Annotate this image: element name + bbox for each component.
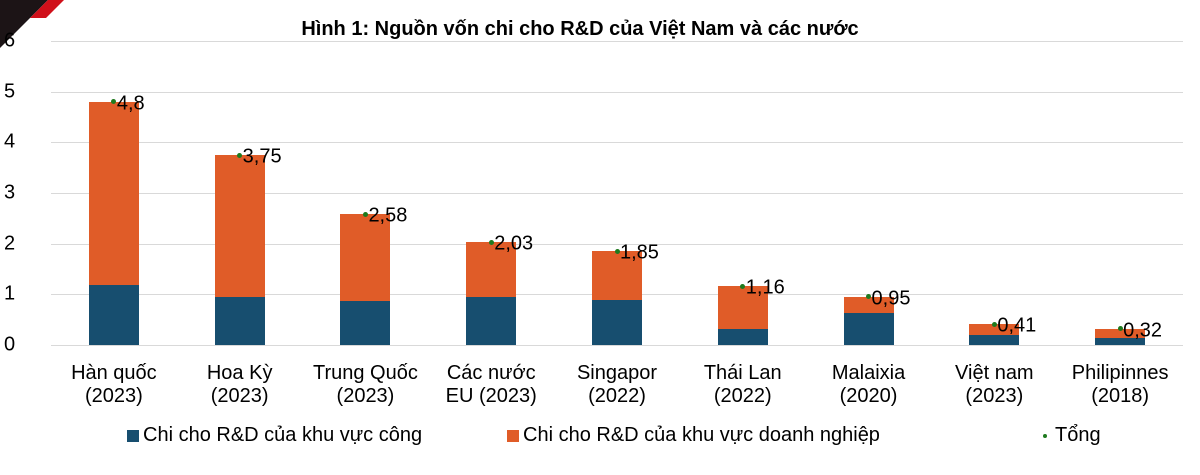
y-tick-label: 3 bbox=[4, 181, 16, 204]
bar-stack bbox=[340, 214, 391, 345]
legend-label-total: Tổng bbox=[1055, 424, 1101, 446]
bar-stack bbox=[1095, 328, 1146, 345]
y-tick-label: 2 bbox=[4, 232, 16, 255]
total-marker bbox=[991, 321, 997, 327]
bar-stack bbox=[843, 296, 894, 345]
total-value-label: 1,85 bbox=[620, 241, 659, 264]
legend-marker-total bbox=[1043, 433, 1047, 438]
legend-swatch-public bbox=[127, 429, 139, 442]
bar-segment-public bbox=[340, 300, 391, 345]
y-tick-label: 6 bbox=[4, 29, 16, 52]
gridline bbox=[51, 142, 1183, 144]
bar-segment-business bbox=[214, 155, 265, 297]
total-value-label: 1,16 bbox=[745, 276, 785, 299]
y-tick-label: 5 bbox=[4, 80, 16, 103]
gridline bbox=[51, 193, 1183, 194]
x-category-label: Việt nam (2023) bbox=[955, 362, 1034, 407]
legend-item-total: Tổng bbox=[1043, 424, 1101, 447]
x-category-label: Thái Lan (2022) bbox=[703, 362, 782, 407]
bar-segment-business bbox=[843, 296, 894, 314]
total-marker bbox=[866, 294, 872, 300]
legend-swatch-business bbox=[507, 429, 519, 442]
bar-stack bbox=[717, 286, 768, 345]
corner-decoration bbox=[0, 0, 64, 48]
bar-segment-business bbox=[592, 251, 642, 300]
total-value-label: 2,58 bbox=[368, 204, 408, 227]
total-marker bbox=[740, 283, 746, 289]
y-tick-label: 4 bbox=[4, 130, 16, 153]
total-value-label: 4,8 bbox=[116, 92, 145, 115]
total-marker bbox=[237, 152, 243, 158]
bar-stack bbox=[88, 101, 139, 345]
bar-segment-public bbox=[592, 299, 642, 345]
bar-segment-public bbox=[466, 296, 517, 345]
bar-segment-business bbox=[1095, 328, 1146, 338]
total-value-label: 0,32 bbox=[1123, 319, 1163, 342]
bar-segment-business bbox=[717, 286, 768, 329]
legend-label-public: Chi cho R&D của khu vực công bbox=[143, 424, 423, 446]
total-marker bbox=[362, 211, 368, 217]
legend-label-business: Chi cho R&D của khu vực doanh nghiệp bbox=[523, 424, 880, 446]
x-category-label: Trung Quốc (2023) bbox=[313, 362, 418, 407]
total-marker bbox=[111, 99, 117, 105]
total-marker bbox=[1117, 326, 1123, 332]
gridline bbox=[51, 41, 1183, 42]
total-value-label: 0,41 bbox=[997, 314, 1037, 337]
legend-item-public: Chi cho R&D của khu vực công bbox=[127, 424, 422, 447]
bar-stack bbox=[592, 251, 642, 345]
x-category-label: Philipinnes (2018) bbox=[1071, 362, 1169, 407]
bar-segment-public bbox=[214, 296, 265, 345]
x-category-label: Các nước EU (2023) bbox=[445, 362, 537, 407]
y-tick-label: 0 bbox=[4, 333, 16, 356]
bar-stack bbox=[466, 242, 517, 345]
x-category-label: Hàn quốc (2023) bbox=[71, 362, 157, 407]
gridline bbox=[51, 345, 1183, 346]
bar-segment-public bbox=[843, 313, 894, 345]
legend-item-business: Chi cho R&D của khu vực doanh nghiệp bbox=[507, 424, 880, 447]
total-value-label: 3,75 bbox=[242, 145, 282, 168]
x-category-label: Singapor (2022) bbox=[576, 362, 658, 407]
bar-segment-public bbox=[969, 334, 1020, 345]
total-value-label: 0,95 bbox=[871, 287, 911, 310]
bar-segment-business bbox=[969, 324, 1020, 335]
bar-segment-public bbox=[1095, 337, 1146, 345]
gridline bbox=[51, 243, 1183, 245]
bar-segment-business bbox=[466, 242, 517, 297]
bar-stack bbox=[969, 324, 1020, 345]
bar-segment-business bbox=[88, 101, 139, 286]
plot-area: 4,8 3,75 2,58 2,03 1,85 1,16 0,95 0,41 0,32 bbox=[51, 41, 1183, 346]
gridline bbox=[51, 91, 1183, 93]
x-category-label: Hoa Kỳ (2023) bbox=[206, 362, 273, 407]
total-value-label: 2,03 bbox=[494, 232, 534, 255]
y-tick-label: 1 bbox=[4, 282, 16, 305]
x-category-label: Malaixia (2020) bbox=[831, 362, 906, 407]
bar-stack bbox=[214, 155, 265, 345]
bar-segment-public bbox=[717, 328, 768, 345]
bar-segment-public bbox=[88, 285, 139, 345]
total-marker bbox=[614, 248, 620, 254]
chart-title: Hình 1: Nguồn vốn chi cho R&D của Việt N… bbox=[301, 18, 859, 40]
total-marker bbox=[488, 239, 494, 245]
bar-segment-business bbox=[340, 214, 391, 301]
